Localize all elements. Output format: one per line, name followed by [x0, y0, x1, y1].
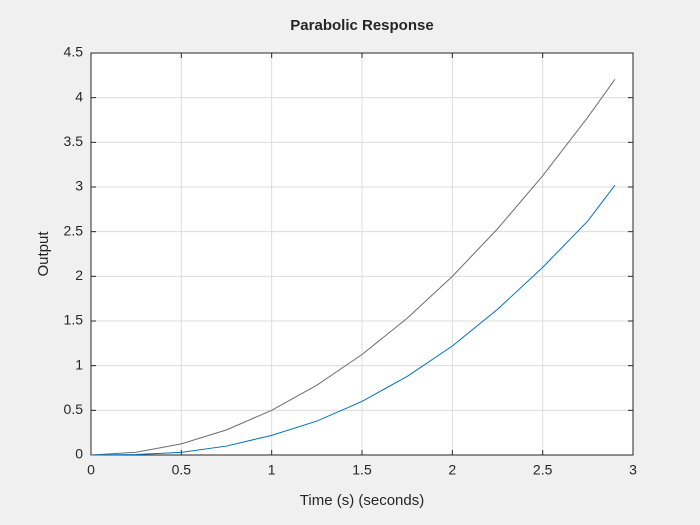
y-tick-label: 0.5 [64, 401, 84, 417]
y-tick-label: 0 [75, 446, 83, 462]
y-axis-label: Output [35, 231, 52, 277]
y-tick-label: 4 [75, 88, 83, 104]
chart-title: Parabolic Response [290, 17, 433, 34]
x-tick-label: 0 [87, 462, 95, 478]
y-tick-label: 4.5 [64, 44, 84, 60]
x-axis-label: Time (s) (seconds) [300, 492, 424, 509]
y-tick-label: 3 [75, 178, 83, 194]
x-tick-label: 3 [629, 462, 637, 478]
y-tick-label: 2.5 [64, 222, 84, 238]
x-tick-label: 2.5 [533, 462, 553, 478]
y-tick-label: 2 [75, 267, 83, 283]
axes-box [90, 52, 634, 456]
y-tick-label: 1 [75, 356, 83, 372]
x-tick-label: 2 [448, 462, 456, 478]
x-tick-label: 1.5 [352, 462, 372, 478]
data-line [90, 184, 616, 456]
x-tick-label: 0.5 [172, 462, 192, 478]
y-tick-label: 3.5 [64, 133, 84, 149]
y-tick-label: 1.5 [64, 312, 84, 328]
data-line [90, 79, 616, 456]
x-tick-label: 1 [268, 462, 276, 478]
